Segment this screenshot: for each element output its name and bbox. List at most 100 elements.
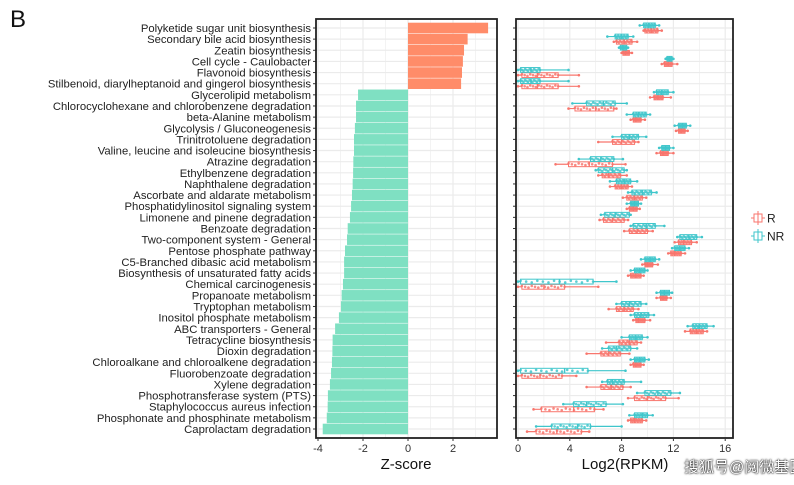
category-label: Biosynthesis of unsaturated fatty acids xyxy=(118,268,311,280)
data-point xyxy=(580,430,583,433)
data-point xyxy=(546,286,550,289)
data-point xyxy=(643,390,647,394)
data-point xyxy=(550,368,553,372)
data-point xyxy=(574,425,577,429)
data-point xyxy=(660,62,664,66)
data-point xyxy=(610,219,613,223)
zscore-bar xyxy=(354,134,408,145)
data-point xyxy=(523,84,526,88)
data-point xyxy=(705,324,709,328)
zscore-bar xyxy=(340,301,408,312)
data-point xyxy=(657,24,661,27)
data-point xyxy=(666,90,670,94)
panel-border xyxy=(515,18,734,439)
boxplot-R xyxy=(629,361,645,368)
data-point xyxy=(559,430,562,433)
data-point xyxy=(607,162,611,165)
data-point xyxy=(656,29,660,32)
data-point xyxy=(657,391,661,395)
data-point xyxy=(637,202,640,205)
boxplot-NR xyxy=(620,334,649,341)
data-point xyxy=(619,174,622,177)
data-point xyxy=(568,424,571,427)
data-point xyxy=(594,402,598,405)
boxplot-R xyxy=(621,194,648,201)
data-point xyxy=(661,396,665,399)
data-point xyxy=(519,368,522,372)
data-point xyxy=(626,419,630,422)
boxplot-NR xyxy=(629,312,656,318)
data-point xyxy=(516,73,520,77)
data-point xyxy=(687,246,691,250)
zscore-bar xyxy=(347,234,408,245)
data-point xyxy=(589,407,592,410)
x-tick-label: 16 xyxy=(719,443,731,455)
data-point xyxy=(589,425,592,428)
zscore-bar xyxy=(408,22,489,34)
data-point xyxy=(629,180,632,183)
data-point xyxy=(679,252,683,255)
boxplot-NR xyxy=(625,200,643,207)
data-point xyxy=(612,107,616,110)
boxplot-NR xyxy=(625,111,652,118)
boxplot-R xyxy=(598,217,630,223)
data-point xyxy=(577,84,581,88)
zscore-bar xyxy=(356,100,408,112)
boxplot-R xyxy=(626,417,648,424)
data-point xyxy=(635,391,639,395)
x-axis-title: Log2(RPKM) xyxy=(582,456,669,473)
data-point xyxy=(610,347,614,351)
data-point xyxy=(555,429,559,433)
data-point xyxy=(635,225,638,228)
data-point xyxy=(690,240,693,244)
data-point xyxy=(655,151,658,155)
data-point xyxy=(538,68,542,72)
data-point xyxy=(612,40,616,44)
boxplot-NR xyxy=(516,67,570,73)
data-point xyxy=(577,403,580,407)
data-point xyxy=(622,218,626,222)
data-point xyxy=(600,347,604,350)
data-point xyxy=(584,408,588,412)
data-point xyxy=(620,425,623,428)
data-point xyxy=(571,102,574,105)
legend-label: NR xyxy=(767,230,785,244)
data-point xyxy=(670,62,674,66)
data-point xyxy=(600,380,604,384)
data-point xyxy=(661,390,665,394)
boxplot-R xyxy=(532,406,605,413)
data-point xyxy=(520,373,524,377)
boxplot-NR xyxy=(664,55,675,62)
data-point xyxy=(650,191,653,194)
boxplot-R xyxy=(660,61,679,67)
zscore-bar xyxy=(332,345,408,357)
data-point xyxy=(592,403,595,407)
data-point xyxy=(516,79,520,83)
zscore-bar xyxy=(322,423,408,435)
boxplot-R xyxy=(673,239,699,246)
data-point xyxy=(638,397,641,401)
data-point xyxy=(604,163,608,167)
legend-item-NR: NR xyxy=(751,229,785,244)
data-point xyxy=(524,369,528,373)
data-point xyxy=(621,385,625,389)
data-point xyxy=(540,407,543,410)
data-point xyxy=(683,330,687,333)
data-point xyxy=(624,141,628,145)
x-tick-label: 0 xyxy=(405,443,411,455)
x-tick-label: -2 xyxy=(358,443,368,455)
data-point xyxy=(529,370,533,373)
data-point xyxy=(587,430,591,433)
data-point xyxy=(655,296,658,300)
data-point xyxy=(614,168,618,171)
data-point xyxy=(538,79,542,83)
data-point xyxy=(639,363,643,367)
zscore-bar xyxy=(408,78,462,89)
data-point xyxy=(641,196,644,199)
data-point xyxy=(516,374,520,378)
zscore-bar xyxy=(353,156,408,167)
data-point xyxy=(622,168,626,172)
data-point xyxy=(552,431,555,434)
data-point xyxy=(567,162,570,165)
category-label: Caprolactam degradation xyxy=(184,424,311,436)
